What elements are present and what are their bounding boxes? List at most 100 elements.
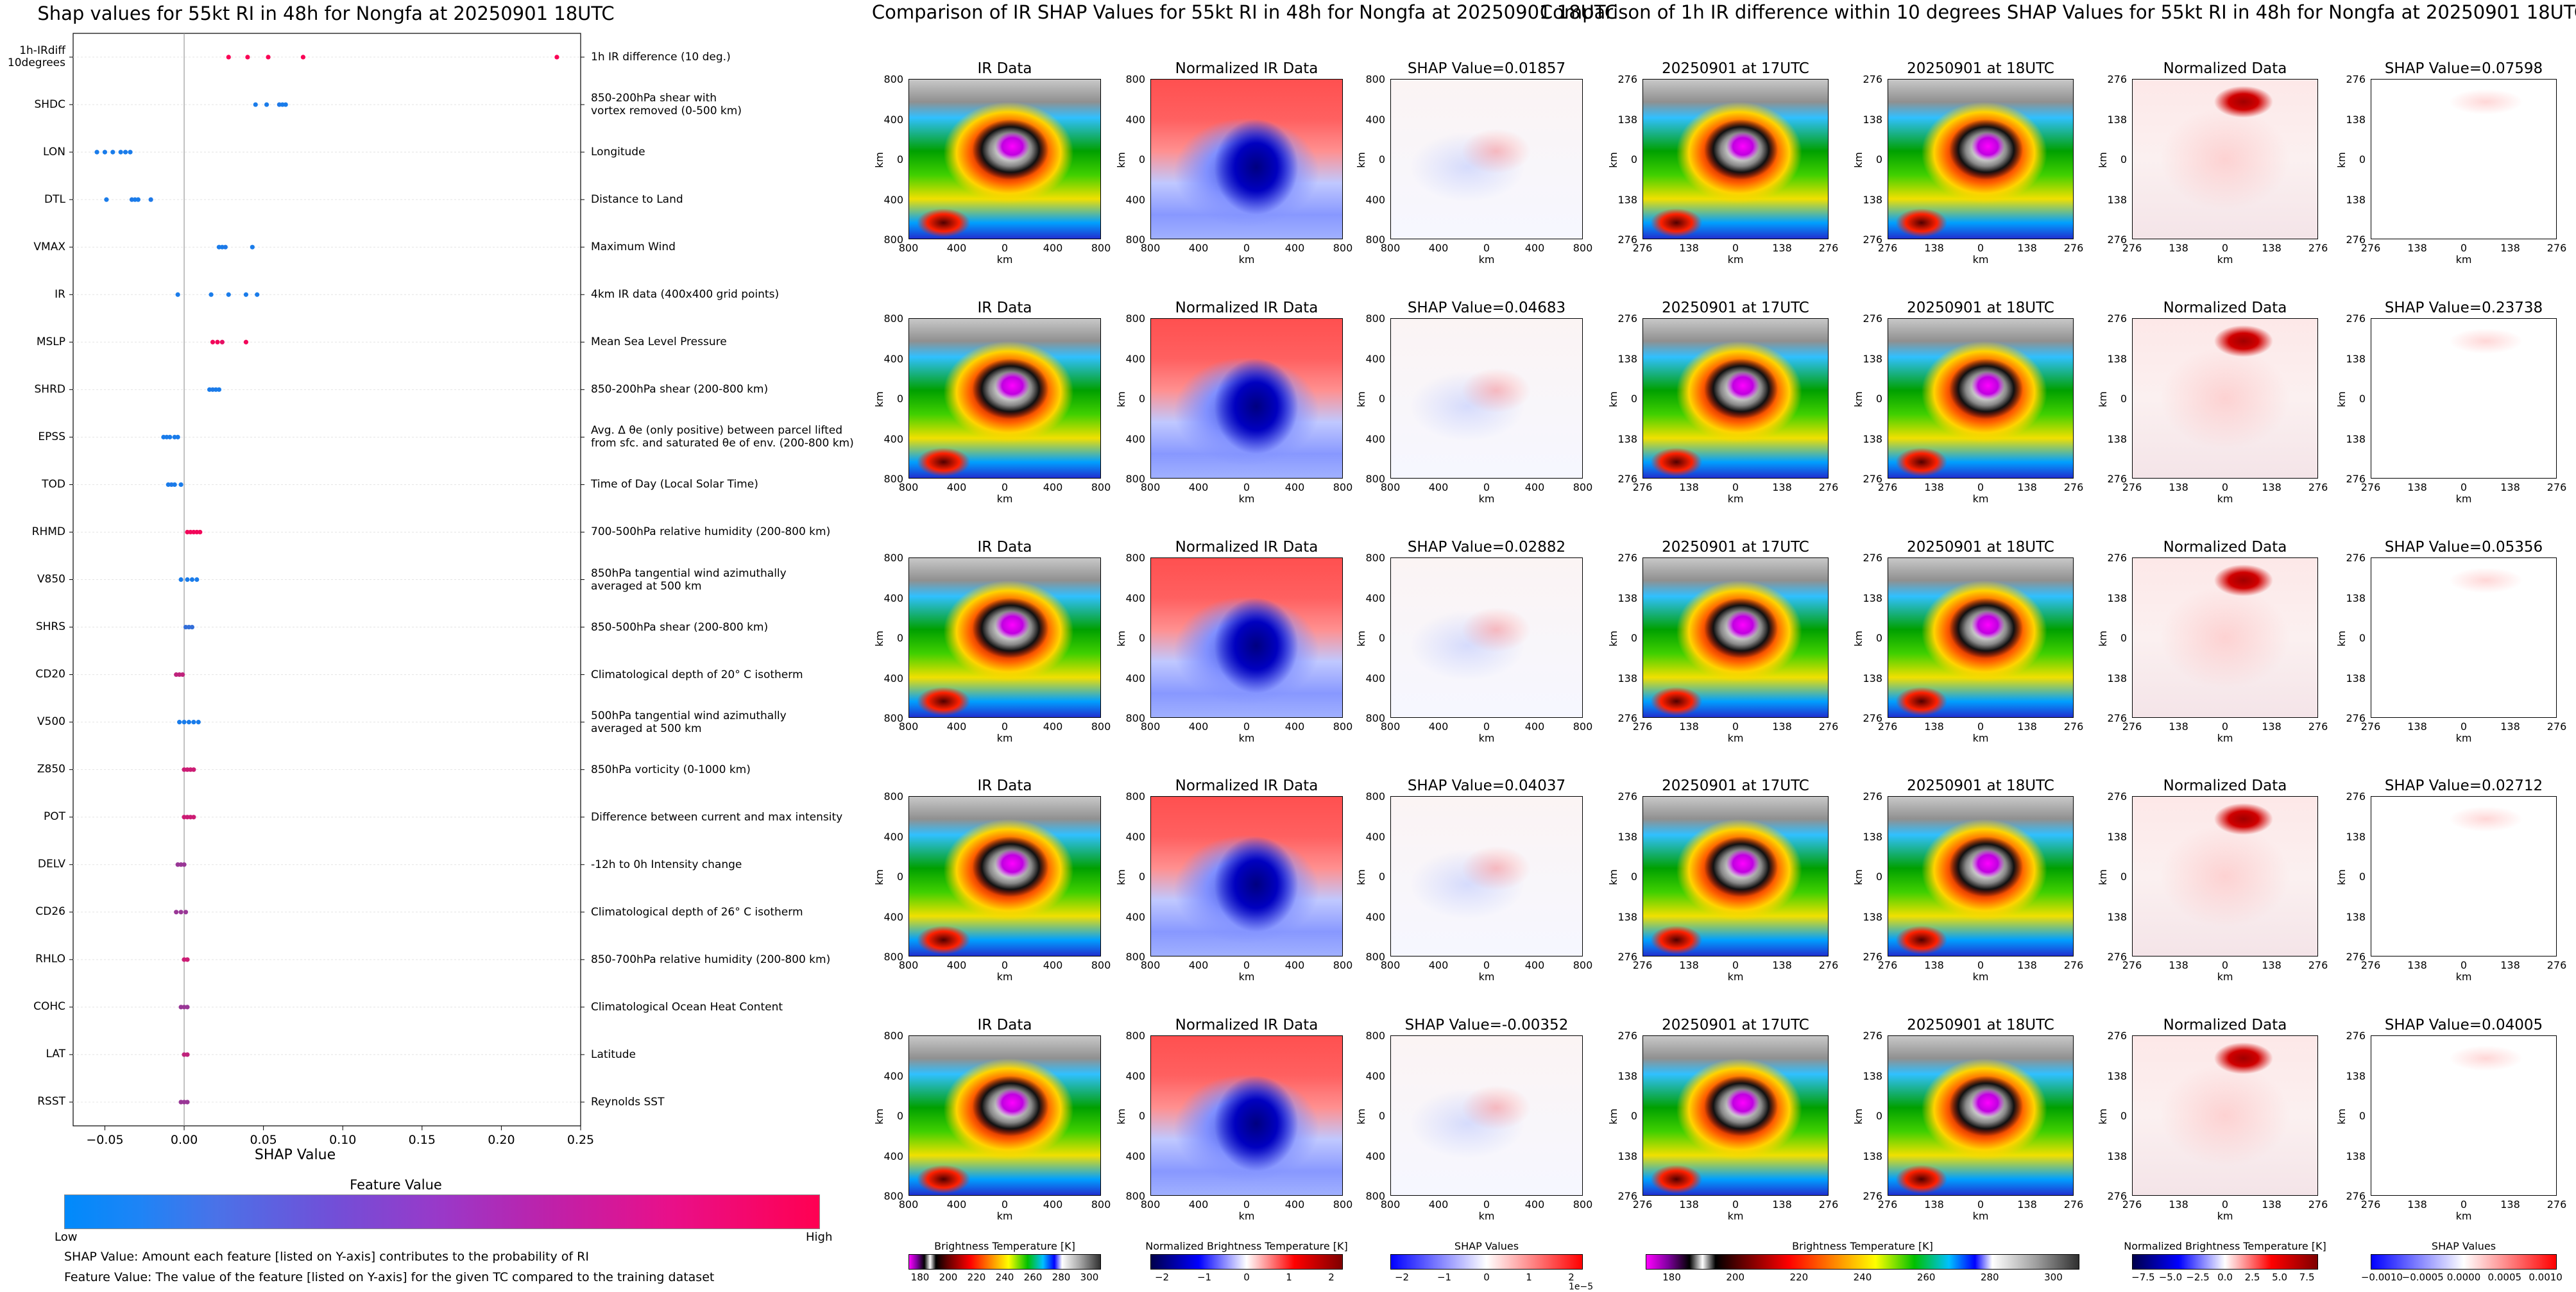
normalized-ir-title: Normalized IR Data	[1175, 539, 1318, 556]
x-axis-label: km	[1727, 493, 1744, 505]
ytick-label: 138	[2107, 352, 2127, 365]
x-axis-label: km	[2455, 1210, 2472, 1222]
xtick-label: 0	[1483, 720, 1490, 733]
shap-point	[167, 434, 173, 439]
ytick-label: 138	[1617, 113, 1637, 126]
y-axis-label: km	[1852, 869, 1864, 885]
colorbar-tick: 240	[1853, 1271, 1872, 1283]
image-panel	[1642, 318, 1829, 479]
xtick-label: 138	[2407, 242, 2427, 254]
ytick-label: 0	[896, 1110, 903, 1122]
diff-18utc-title: 20250901 at 18UTC	[1907, 300, 2054, 316]
shap-point	[182, 862, 187, 867]
image-panel	[1642, 79, 1829, 239]
ytick-label: 138	[2107, 113, 2127, 126]
colorbar-tick: −7.5	[2131, 1271, 2155, 1283]
xtick-label: 138	[2407, 959, 2427, 971]
xtick-label: 400	[1428, 959, 1449, 971]
colorbar-tick: −2	[1394, 1271, 1410, 1283]
feature-label: POT	[43, 810, 65, 824]
y-axis-label: km	[1354, 1109, 1367, 1125]
x-axis-label: km	[2455, 253, 2472, 266]
ytick-label: 400	[883, 591, 903, 604]
shap-point	[213, 387, 219, 392]
x-axis-label: km	[2217, 971, 2233, 983]
xtick-label: 138	[2500, 242, 2520, 254]
diff-shap-colorbar	[2371, 1254, 2557, 1270]
shap-point	[94, 149, 99, 155]
ytick-label: 276	[2107, 312, 2127, 325]
feature-description: Climatological depth of 26° C isotherm	[591, 905, 803, 919]
colorbar-tick: 0	[1483, 1271, 1490, 1283]
shap-point	[194, 577, 200, 582]
xtick-label: 276	[2063, 481, 2084, 493]
x-axis-label: km	[1478, 1210, 1495, 1222]
ytick-label: 400	[1125, 591, 1145, 604]
feature-label: RHLO	[35, 953, 65, 966]
ytick-label: 138	[1863, 193, 1882, 206]
ytick-label: 800	[883, 234, 903, 246]
diff-18utc-title: 20250901 at 18UTC	[1907, 1017, 2054, 1033]
ytick-label: 138	[1617, 1069, 1637, 1082]
ytick-label: 400	[1125, 672, 1145, 684]
shap-point	[132, 197, 138, 202]
shap-point	[174, 910, 179, 915]
shap-point	[180, 672, 185, 677]
image-panel	[2371, 79, 2557, 239]
ytick-label: 138	[2346, 672, 2366, 684]
xtick-label: 138	[1772, 959, 1792, 971]
x-axis-label: km	[2217, 253, 2233, 266]
ytick-label: 138	[2107, 830, 2127, 843]
y-axis-label: km	[873, 869, 885, 885]
colorbar-tick: −0.0010	[2360, 1271, 2403, 1283]
y-axis-label: km	[2335, 1109, 2348, 1125]
ytick-label: 138	[2107, 1069, 2127, 1082]
ytick-label: 800	[1365, 790, 1385, 803]
xtick-label: 138	[2017, 959, 2037, 971]
colorbar-tick: −1	[1437, 1271, 1452, 1283]
shap-point	[185, 1052, 190, 1057]
summary-plot: −0.05 0.00 0.05 0.10 0.15 0.20 0.25	[69, 33, 594, 1147]
image-panel	[1150, 79, 1343, 239]
xtick-label: 138	[1679, 481, 1699, 493]
ytick-label: 0	[1378, 632, 1385, 644]
ytick-label: 400	[883, 432, 903, 445]
ytick-label: 276	[2346, 1190, 2366, 1202]
colorbar-label: Normalized Brightness Temperature [K]	[2124, 1240, 2326, 1252]
y-axis-label: km	[2335, 631, 2348, 647]
ytick-label: 276	[1863, 1190, 1882, 1202]
xtick-label: 800	[1573, 242, 1593, 254]
shap-point	[182, 1100, 187, 1105]
feature-description: 1h IR difference (10 deg.)	[591, 51, 731, 64]
ytick-label: 400	[1365, 1069, 1385, 1082]
ytick-label: 276	[2346, 790, 2366, 803]
x-axis-label: km	[1478, 253, 1495, 266]
shap-point	[183, 624, 189, 630]
colorbar-tick: 300	[2044, 1271, 2063, 1283]
colorbar-tick: 220	[1789, 1271, 1809, 1283]
shap-point	[191, 529, 196, 535]
xtick-label: 276	[2360, 720, 2381, 733]
ytick-label: 400	[1125, 352, 1145, 365]
shap-point	[194, 529, 200, 535]
shap-point	[300, 55, 306, 60]
footnote-shap: SHAP Value: Amount each feature [listed …	[64, 1250, 589, 1264]
xtick-label: 800	[1140, 1198, 1161, 1211]
xtick-label: 138	[2169, 481, 2188, 493]
xtick-label: 276	[1818, 242, 1839, 254]
xtick-label: 138	[2262, 959, 2282, 971]
ir-figure-title: Comparison of IR SHAP Values for 55kt RI…	[871, 1, 1618, 23]
ytick-label: 800	[1125, 712, 1145, 724]
image-panel	[1888, 79, 2074, 239]
xtick-label: 0	[2221, 242, 2229, 254]
feature-label: V850	[37, 573, 65, 586]
xtick-label: 276	[2360, 959, 2381, 971]
diff-normalized-title: Normalized Data	[2163, 778, 2287, 794]
ytick-label: 276	[1863, 552, 1882, 564]
image-panel	[1888, 796, 2074, 956]
diff-18utc-title: 20250901 at 18UTC	[1907, 778, 2054, 794]
ytick-label: 400	[1365, 910, 1385, 923]
xtick-label: 400	[1428, 1198, 1449, 1211]
xtick-label: 400	[1284, 720, 1305, 733]
shap-point	[178, 862, 183, 867]
